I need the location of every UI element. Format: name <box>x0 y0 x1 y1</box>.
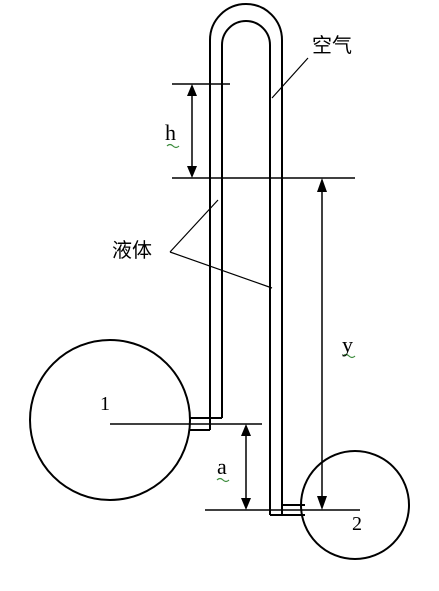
liquid-leader-left <box>169 199 219 253</box>
h-label: h <box>165 120 176 145</box>
vessel-1-circle <box>29 339 191 501</box>
y-label: y <box>342 332 353 357</box>
air-label: 空气 <box>312 33 352 57</box>
dimension-y-arrow <box>317 178 327 510</box>
dimension-a-arrow <box>241 424 251 510</box>
u-tube-outer-wall <box>209 3 283 515</box>
squiggle-h <box>166 143 180 149</box>
vessel-1-label: 1 <box>100 393 110 415</box>
liquid-leader-right <box>169 251 273 289</box>
squiggle-y <box>342 353 356 359</box>
squiggle-a <box>216 477 230 483</box>
u-tube-inner-wall <box>221 20 271 515</box>
a-label: a <box>217 454 227 479</box>
vessel-2-label: 2 <box>352 513 362 535</box>
vessel-2-circle <box>300 450 410 560</box>
air-leader-line <box>271 57 309 99</box>
dimension-h-arrow <box>187 84 197 178</box>
liquid-label: 液体 <box>112 238 152 262</box>
